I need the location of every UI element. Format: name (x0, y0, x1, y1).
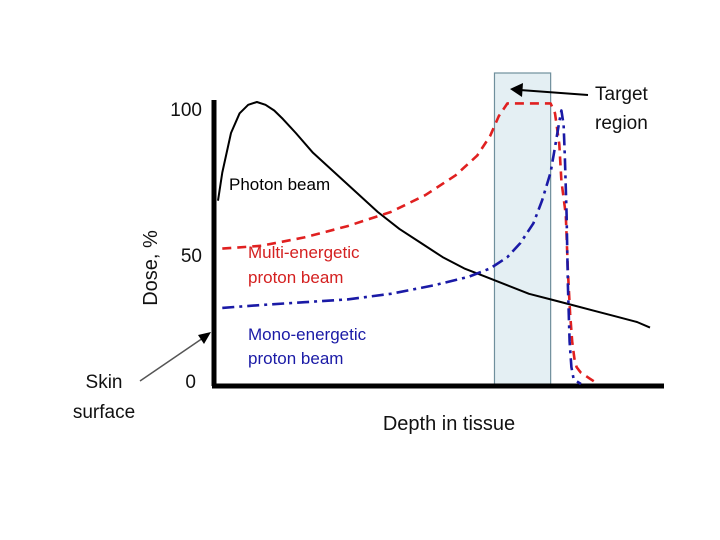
y-tick-label-100: 100 (170, 100, 202, 121)
y-axis-title: Dose, % (140, 230, 162, 306)
multi-energetic-label-line2: proton beam (248, 268, 343, 287)
photon-beam-line (217, 101, 651, 329)
y-tick-label-0: 0 (185, 372, 196, 393)
target-arrow-line (519, 89, 589, 96)
mono-energetic-label-line1: Mono-energetic (248, 325, 367, 344)
skin-label-line1: Skin (86, 372, 123, 393)
skin-arrow-head (198, 332, 211, 344)
target-label-line2: region (595, 113, 648, 134)
y-tick-label-50: 50 (181, 246, 202, 267)
x-axis-title: Depth in tissue (383, 413, 515, 435)
mono-energetic-label-line2: proton beam (248, 349, 343, 368)
mono-energetic-proton-line (222, 109, 582, 386)
photon-beam-label: Photon beam (229, 175, 330, 194)
target-label-line1: Target (595, 84, 649, 105)
target-arrow-head (510, 83, 523, 97)
skin-label-line2: surface (73, 402, 135, 423)
multi-energetic-label-line1: Multi-energetic (248, 243, 360, 262)
skin-arrow-line (139, 337, 204, 382)
target-region-band (493, 72, 552, 387)
multi-energetic-proton-line (222, 102, 599, 386)
